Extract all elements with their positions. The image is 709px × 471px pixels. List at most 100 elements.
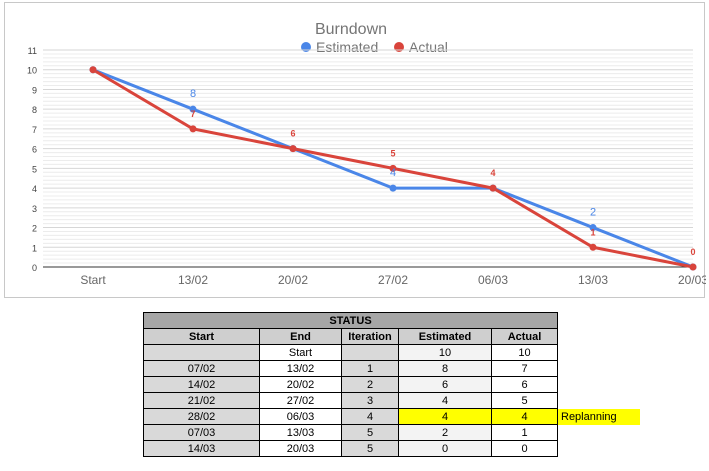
data-point-actual [689,263,697,271]
chart-frame: Burndown Estimated Actual 0 1 2 3 4 5 6 7 8 9 10 11 … [4,2,706,298]
data-label-actual: 4 [490,168,495,178]
start-cell: 21/02 [143,392,260,409]
y-tick-label: 9 [32,85,37,95]
data-point-estimated [589,224,597,232]
data-point-estimated [189,105,197,113]
y-tick-label: 8 [32,105,37,115]
note-cell [558,377,640,393]
data-point-actual [289,145,297,153]
actual-cell: 5 [491,392,558,409]
table-row: 21/02 27/02 3 4 5 [143,392,640,409]
x-tick-label: 20/03 [678,273,706,287]
data-label-estimated: 2 [590,207,596,219]
data-point-actual [89,66,97,74]
estimated-cell: 10 [398,344,492,361]
actual-cell: 0 [491,440,558,457]
status-table: STATUS Start End Iteration Estimated Act… [143,312,640,457]
y-tick-label: 0 [32,263,37,273]
estimated-cell: 4 [398,408,492,425]
header-end: End [259,328,342,345]
status-title-row: STATUS [143,312,640,329]
start-cell: 07/02 [143,360,260,377]
table-row: Start 10 10 [143,344,640,361]
end-cell: Start [259,344,342,361]
estimated-cell: 6 [398,376,492,393]
table-row: 07/03 13/03 5 2 1 [143,424,640,441]
y-axis: 0 1 2 3 4 5 6 7 8 9 10 11 [27,46,37,273]
start-cell: 14/03 [143,440,260,457]
x-tick-label: Start [80,273,106,287]
end-cell: 20/02 [259,376,342,393]
actual-cell: 10 [491,344,558,361]
y-tick-label: 3 [32,204,37,214]
data-label-estimated: 4 [390,167,396,179]
legend-label: Estimated [316,39,378,55]
actual-cell: 6 [491,376,558,393]
data-point-estimated [389,184,397,192]
iteration-cell: 5 [341,424,399,441]
chart-series [89,66,697,271]
end-cell: 20/03 [259,440,342,457]
y-tick-label: 2 [32,224,37,234]
y-tick-label: 5 [32,164,37,174]
data-point-actual [189,125,197,133]
end-cell: 27/02 [259,392,342,409]
start-cell: 28/02 [143,408,260,425]
note-cell [558,393,640,409]
start-cell [143,344,260,361]
x-tick-label: 13/03 [578,273,608,287]
data-label-actual: 6 [290,129,295,139]
x-tick-label: 13/02 [178,273,208,287]
estimated-cell: 2 [398,424,492,441]
data-label-actual: 0 [690,247,695,257]
data-label-actual: 5 [390,148,395,158]
chart-legend: Estimated Actual [301,39,448,55]
iteration-cell: 5 [341,440,399,457]
iteration-cell: 3 [341,392,399,409]
table-row: 14/02 20/02 2 6 6 [143,376,640,393]
table-row: 07/02 13/02 1 8 7 [143,360,640,377]
y-tick-label: 1 [32,243,37,253]
header-iteration: Iteration [341,328,399,345]
table-row: 28/02 06/03 4 4 4 Replanning [143,408,640,425]
data-point-actual [389,164,397,172]
header-estimated: Estimated [398,328,492,345]
x-tick-label: 06/03 [478,273,508,287]
y-tick-label: 7 [32,125,37,135]
chart-data-labels: 8 4 2 7 6 5 4 1 0 [190,88,696,257]
actual-cell: 1 [491,424,558,441]
status-header-row: Start End Iteration Estimated Actual [143,328,640,345]
data-label-actual: 7 [190,109,195,119]
estimated-cell: 8 [398,360,492,377]
data-point-actual [589,243,597,251]
iteration-cell [341,344,399,361]
actual-cell: 4 [491,408,558,425]
iteration-cell: 4 [341,408,399,425]
end-cell: 13/02 [259,360,342,377]
iteration-cell: 2 [341,376,399,393]
start-cell: 14/02 [143,376,260,393]
chart-title: Burndown [315,21,387,38]
note-cell [558,345,640,361]
data-label-actual: 1 [590,227,595,237]
start-cell: 07/03 [143,424,260,441]
note-cell: Replanning [557,408,640,425]
estimated-cell: 0 [398,440,492,457]
data-label-estimated: 8 [190,88,196,100]
chart-grid [43,49,693,268]
x-tick-label: 27/02 [378,273,408,287]
x-tick-label: 20/02 [278,273,308,287]
note-cell [558,361,640,377]
table-row: 14/03 20/03 5 0 0 [143,440,640,457]
note-cell [558,441,640,457]
y-tick-label: 10 [27,66,37,76]
estimated-cell: 4 [398,392,492,409]
note-cell [558,425,640,441]
actual-cell: 7 [491,360,558,377]
x-axis: Start 13/02 20/02 27/02 06/03 13/03 20/03 [80,273,706,287]
burndown-chart: Burndown Estimated Actual 01234567891011 … [27,21,706,287]
y-tick-label: 6 [32,145,37,155]
data-point-actual [489,184,497,192]
iteration-cell: 1 [341,360,399,377]
header-actual: Actual [491,328,558,345]
